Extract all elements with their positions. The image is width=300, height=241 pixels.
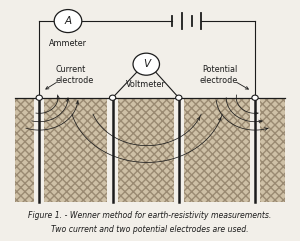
Text: Two current and two potential electrodes are used.: Two current and two potential electrodes… xyxy=(51,225,249,234)
Bar xyxy=(15,98,34,202)
Circle shape xyxy=(110,95,116,100)
Text: Potential
electrode: Potential electrode xyxy=(200,65,238,85)
Circle shape xyxy=(54,10,82,33)
Circle shape xyxy=(133,53,160,75)
Text: Voltmeter: Voltmeter xyxy=(126,80,166,89)
Bar xyxy=(260,98,285,202)
Circle shape xyxy=(176,95,182,100)
Circle shape xyxy=(36,95,42,100)
Bar xyxy=(184,98,250,202)
Bar xyxy=(118,98,174,202)
Text: Current
electrode: Current electrode xyxy=(55,65,93,85)
Text: V: V xyxy=(143,59,150,69)
Text: Ammeter: Ammeter xyxy=(49,39,87,47)
Text: Figure 1. - Wenner method for earth-resistivity measurements.: Figure 1. - Wenner method for earth-resi… xyxy=(28,211,272,220)
Circle shape xyxy=(252,95,258,100)
Bar xyxy=(44,98,107,202)
Text: A: A xyxy=(64,16,72,26)
